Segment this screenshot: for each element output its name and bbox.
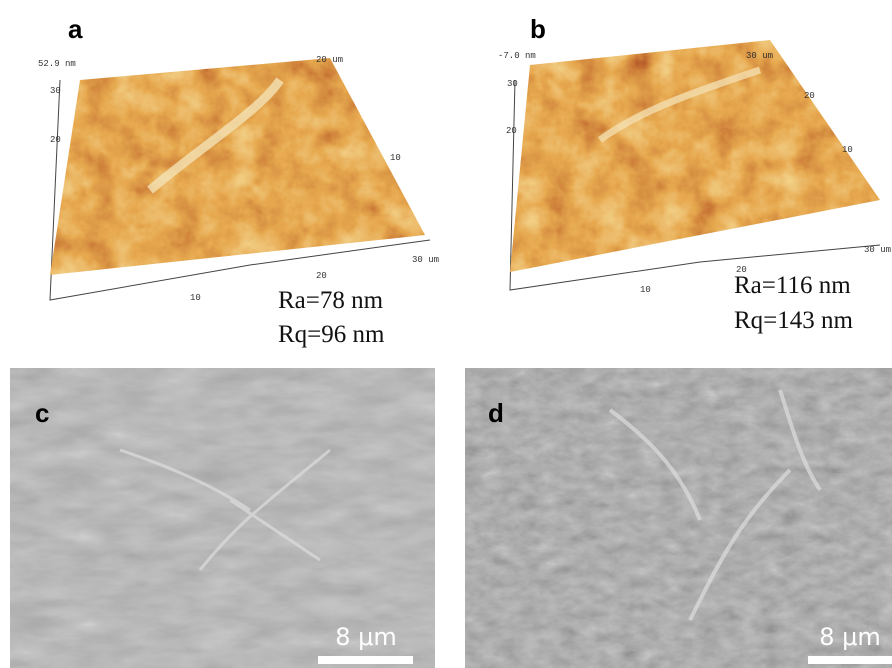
axis-tick-label: 30 [50, 86, 61, 96]
axis-tick-label: 10 [842, 145, 853, 155]
panel-label: a [68, 14, 83, 44]
axis-tick-label: 30 um [412, 255, 439, 265]
axis-tick-label: 20 [506, 126, 517, 136]
axis-tick-label: 10 [640, 285, 651, 295]
scale-bar-label: 8 μm [819, 623, 881, 651]
panel-label: d [488, 398, 504, 428]
axis-tick-label: 20 [50, 135, 61, 145]
axis-tick-label: 20 [804, 91, 815, 101]
scale-bar [318, 656, 413, 664]
axis-tick-label: 30 um [864, 245, 891, 255]
afm-surface-b [500, 30, 890, 290]
panel-label: b [530, 14, 546, 44]
afm-surface-a [40, 40, 440, 300]
figure: a 52.9 nm 30 20 20 um 10 30 um 20 10 Ra=78 nm Rq=9… [0, 0, 892, 668]
panel-label: c [35, 398, 49, 428]
roughness-value: Ra=78 nm [278, 287, 384, 314]
scale-bar-label: 8 μm [335, 623, 397, 651]
axis-tick-label: 30 um [746, 51, 773, 61]
axis-tick-label: 20 um [316, 55, 343, 65]
roughness-value: Ra=116 nm [734, 272, 851, 299]
roughness-value: Rq=96 nm [278, 321, 385, 348]
scale-bar [808, 656, 892, 664]
axis-tick-label: 10 [390, 153, 401, 163]
axis-tick-label: 30 [507, 79, 518, 89]
axis-tick-label: 20 [316, 271, 327, 281]
roughness-value: Rq=143 nm [734, 307, 854, 334]
axis-tick-label: 52.9 nm [38, 59, 76, 69]
axis-tick-label: 10 [190, 293, 201, 303]
axis-tick-label: -7.0 nm [498, 51, 536, 61]
